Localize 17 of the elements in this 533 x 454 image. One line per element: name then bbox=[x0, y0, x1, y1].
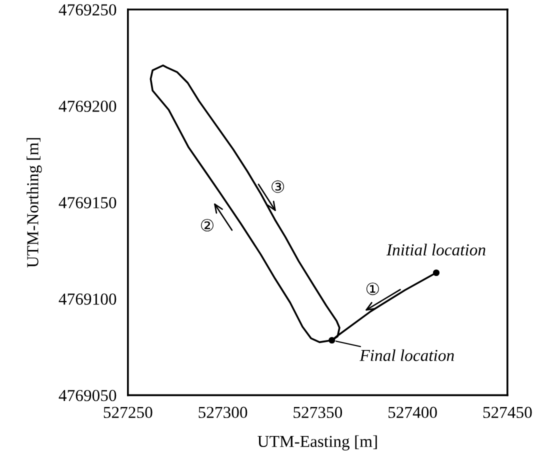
x-tick-label: 527300 bbox=[198, 406, 248, 418]
annotation: Final location bbox=[360, 349, 454, 362]
y-tick-label: 4769150 bbox=[58, 197, 116, 208]
y-tick-label: 4769200 bbox=[58, 100, 116, 112]
annotation: ① bbox=[366, 282, 379, 296]
y-tick-label: 4769100 bbox=[58, 293, 116, 305]
y-tick-label: 4769250 bbox=[58, 4, 116, 16]
x-axis-title: UTM-Easting [m] bbox=[258, 435, 377, 450]
y-tick-label: 4769050 bbox=[58, 390, 116, 402]
x-tick-label: 527250 bbox=[104, 406, 152, 418]
annotation: Initial location bbox=[386, 244, 486, 256]
y-axis-title: UTM-Northing [m] bbox=[26, 138, 42, 268]
x-tick-label: 527450 bbox=[483, 406, 532, 418]
x-tick-label: 527400 bbox=[388, 406, 437, 418]
x-tick-label: 527350 bbox=[294, 406, 342, 418]
annotation: ③ bbox=[272, 180, 284, 193]
annotation: ② bbox=[201, 218, 214, 232]
